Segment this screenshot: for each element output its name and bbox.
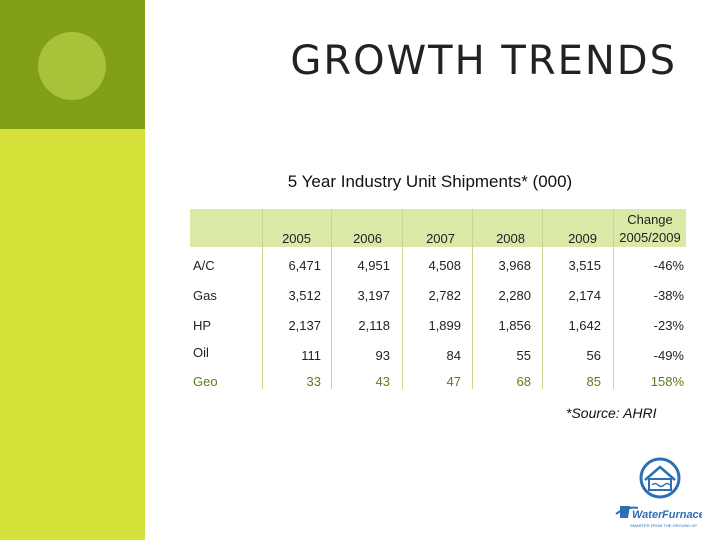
change-cell: -38% [653, 288, 684, 303]
table-cell: 6,471 [288, 258, 321, 273]
svg-text:Furnace: Furnace [662, 509, 702, 521]
column-header-2008: 2008 [496, 231, 525, 246]
row-label-gas: Gas [193, 288, 217, 303]
table-cell: 33 [306, 374, 321, 389]
header-cell [543, 209, 613, 247]
table-cell: 1,856 [498, 318, 531, 333]
table-cell: 2,174 [568, 288, 601, 303]
svg-text:Water: Water [632, 509, 663, 521]
table-cell: 1,642 [568, 318, 601, 333]
header-cell [614, 209, 686, 247]
table-cell: 55 [516, 348, 531, 363]
table-cell: 3,968 [498, 258, 531, 273]
waterfurnace-logo: Water Furnace SMARTER FROM THE GROUND UP [615, 457, 702, 528]
column-divider [472, 209, 473, 389]
table-cell: 93 [375, 348, 390, 363]
column-header-change: Change [627, 212, 673, 227]
column-header-2009: 2009 [568, 231, 597, 246]
column-divider [542, 209, 543, 389]
table-cell: 43 [375, 374, 390, 389]
table-cell: 4,508 [428, 258, 461, 273]
change-cell: -23% [653, 318, 684, 333]
header-cell [263, 209, 331, 247]
table-cell: 111 [301, 348, 321, 363]
table-cell: 1,899 [428, 318, 461, 333]
column-divider [613, 209, 614, 389]
table-cell: 3,512 [288, 288, 321, 303]
slide-title: GROWTH TRENDS [290, 38, 677, 84]
header-cell [332, 209, 402, 247]
table-cell: 3,197 [357, 288, 390, 303]
table-cell: 2,118 [358, 318, 390, 333]
source-note: *Source: AHRI [566, 405, 657, 421]
header-cell [473, 209, 542, 247]
column-divider [331, 209, 332, 389]
change-cell: 158% [650, 374, 684, 389]
column-header-2007: 2007 [426, 231, 455, 246]
table-cell: 2,137 [288, 318, 321, 333]
table-cell: 4,951 [357, 258, 390, 273]
row-label-hp: HP [193, 318, 212, 333]
table-cell: 2,782 [428, 288, 461, 303]
svg-text:SMARTER FROM THE GROUND UP: SMARTER FROM THE GROUND UP [630, 523, 697, 528]
table-cell: 84 [446, 348, 461, 363]
table-cell: 56 [586, 348, 601, 363]
header-cell [403, 209, 472, 247]
change-cell: -46% [653, 258, 684, 273]
shipments-table: 2005 2006 2007 2008 2009 Change 2005/200… [190, 209, 686, 389]
table-cell: 85 [586, 374, 601, 389]
column-divider [402, 209, 403, 389]
table-cell: 2,280 [498, 288, 531, 303]
table-cell: 47 [446, 374, 461, 389]
column-header-2005: 2005 [282, 231, 311, 246]
table-cell: 3,515 [568, 258, 601, 273]
row-label-ac: A/C [193, 258, 215, 273]
row-label-geo: Geo [193, 374, 218, 389]
row-label-oil: Oil [193, 345, 209, 360]
decorative-circle [38, 32, 106, 100]
header-cell [190, 209, 262, 247]
change-cell: -49% [653, 348, 684, 363]
table-caption: 5 Year Industry Unit Shipments* (000) [287, 172, 573, 191]
column-divider [262, 209, 263, 389]
table-cell: 68 [516, 374, 531, 389]
column-header-2006: 2006 [353, 231, 382, 246]
column-header-change-period: 2005/2009 [619, 230, 681, 245]
